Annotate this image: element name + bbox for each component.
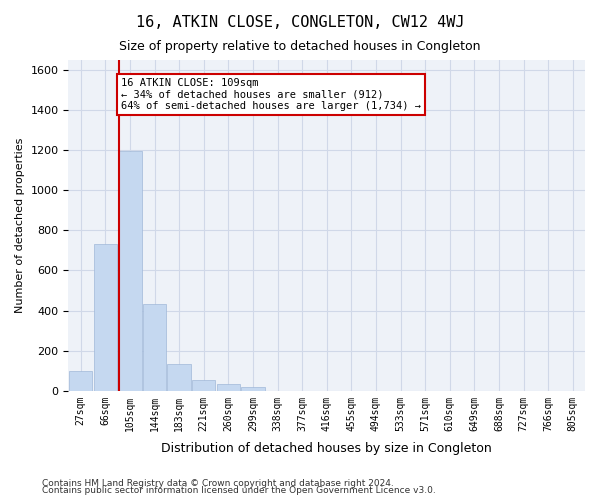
- Text: Size of property relative to detached houses in Congleton: Size of property relative to detached ho…: [119, 40, 481, 53]
- Bar: [167, 364, 191, 391]
- Text: 16, ATKIN CLOSE, CONGLETON, CW12 4WJ: 16, ATKIN CLOSE, CONGLETON, CW12 4WJ: [136, 15, 464, 30]
- Bar: [69, 370, 92, 391]
- X-axis label: Distribution of detached houses by size in Congleton: Distribution of detached houses by size …: [161, 442, 492, 455]
- Text: 16 ATKIN CLOSE: 109sqm
← 34% of detached houses are smaller (912)
64% of semi-de: 16 ATKIN CLOSE: 109sqm ← 34% of detached…: [121, 78, 421, 111]
- Bar: [217, 384, 240, 391]
- Bar: [143, 304, 166, 391]
- Text: Contains public sector information licensed under the Open Government Licence v3: Contains public sector information licen…: [42, 486, 436, 495]
- Bar: [118, 151, 142, 391]
- Text: Contains HM Land Registry data © Crown copyright and database right 2024.: Contains HM Land Registry data © Crown c…: [42, 478, 394, 488]
- Bar: [94, 244, 117, 391]
- Bar: [241, 387, 265, 391]
- Y-axis label: Number of detached properties: Number of detached properties: [15, 138, 25, 313]
- Bar: [192, 380, 215, 391]
